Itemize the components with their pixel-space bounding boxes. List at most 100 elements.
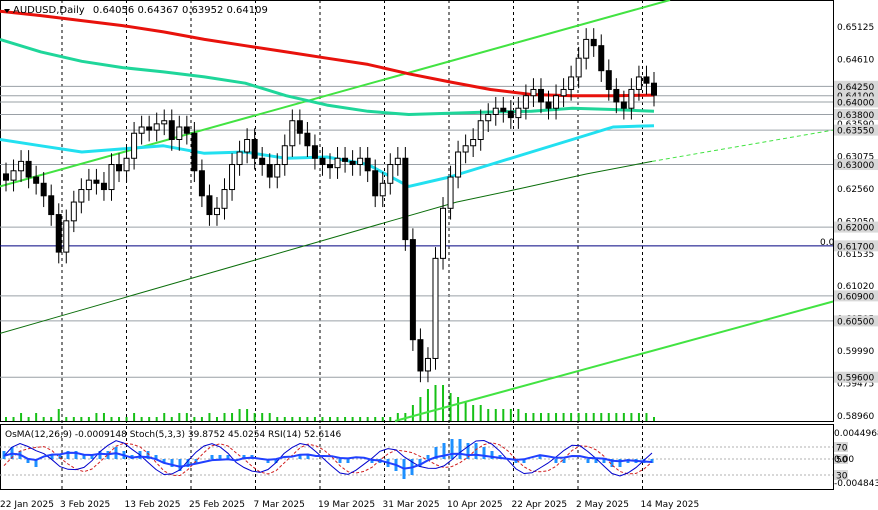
level-label-bg [834,221,878,233]
candle-body[interactable] [455,151,462,178]
candle-body[interactable] [628,88,635,109]
candle-body[interactable] [10,170,17,181]
candle-body[interactable] [100,182,107,191]
candle-body[interactable] [153,123,160,131]
candle-body[interactable] [560,88,567,97]
candle-body[interactable] [281,145,288,166]
candle-body[interactable] [93,179,100,184]
candle-body[interactable] [334,157,341,169]
candle-body[interactable] [620,101,627,109]
ma-seagreen-line [0,37,655,116]
candle-body[interactable] [25,160,32,178]
candle-body[interactable] [447,176,454,209]
candle-body[interactable] [394,157,401,166]
candle-body[interactable] [342,157,349,162]
candle-body[interactable] [553,95,560,109]
rsi-line [3,451,653,470]
candle-body[interactable] [33,176,40,184]
candle-body[interactable] [530,88,537,97]
candle-body[interactable] [651,82,657,96]
candle-body[interactable] [274,164,281,178]
candle-body[interactable] [168,120,175,140]
candle-body[interactable] [3,173,9,181]
candle-body[interactable] [191,132,198,172]
candle-body[interactable] [259,157,266,166]
candle-body[interactable] [372,170,379,197]
candle-body[interactable] [424,357,431,372]
price-tick-label: 0.61535 [837,250,874,260]
candle-body[interactable] [417,339,424,372]
candle-body[interactable] [55,214,62,253]
candle-body[interactable] [146,126,153,131]
candle-body[interactable] [545,101,552,109]
candle-body[interactable] [379,182,386,197]
candle-body[interactable] [176,126,183,140]
candle-body[interactable] [251,138,258,159]
candle-body[interactable] [605,70,612,90]
candle-body[interactable] [507,110,514,119]
candle-body[interactable] [515,107,522,119]
candle-body[interactable] [183,126,190,134]
candle-body[interactable] [327,164,333,169]
candle-body[interactable] [131,132,138,159]
candle-body[interactable] [244,138,251,153]
candle-body[interactable] [613,88,620,103]
candle-body[interactable] [85,179,92,191]
candle-body[interactable] [319,157,326,166]
time-axis: 22 Jan 2025 3 Feb 2025 13 Feb 2025 25 Feb 2… [0,500,699,510]
candle-body[interactable] [643,76,650,84]
candle-body[interactable] [590,38,597,47]
candle-body[interactable] [357,157,364,166]
indicator-level-bg [834,470,848,480]
candle-body[interactable] [349,160,356,166]
candle-body[interactable] [304,132,311,147]
candle-body[interactable] [500,107,507,112]
candle-body[interactable] [364,157,371,172]
indicator-level-bg [834,454,848,464]
candle-body[interactable] [568,76,575,90]
candle-body[interactable] [78,189,85,203]
candle-body[interactable] [402,157,409,241]
candle-body[interactable] [477,120,484,140]
candle-body[interactable] [537,88,544,103]
indicator-axis-label: 0.00 [834,455,854,465]
collapse-arrow-icon[interactable] [4,9,10,13]
candle-body[interactable] [116,164,123,172]
candle-body[interactable] [123,157,130,172]
candle-body[interactable] [206,195,213,216]
candle-body[interactable] [266,164,273,178]
candle-body[interactable] [236,151,243,166]
candle-body[interactable] [48,195,55,216]
candle-body[interactable] [598,45,605,72]
candle-body[interactable] [492,107,499,115]
candle-body[interactable] [387,164,394,184]
candle-body[interactable] [635,76,642,90]
candle-body[interactable] [108,164,115,191]
candle-body[interactable] [161,120,168,125]
candle-body[interactable] [440,207,447,259]
candle-body[interactable] [198,170,205,197]
candle-body[interactable] [63,220,70,253]
candle-body[interactable] [221,189,228,209]
candlesticks[interactable] [3,28,657,383]
candle-body[interactable] [289,120,296,147]
candle-body[interactable] [296,120,303,134]
candle-body[interactable] [470,138,477,147]
candle-body[interactable] [462,145,469,153]
candle-body[interactable] [70,201,77,222]
candle-body[interactable] [485,113,492,122]
candle-body[interactable] [583,38,590,59]
candle-body[interactable] [40,182,47,197]
price-tick-label: 0.59475 [837,379,874,389]
candle-body[interactable] [575,57,582,78]
candle-body[interactable] [432,257,439,359]
candle-body[interactable] [213,207,220,216]
candle-body[interactable] [311,145,318,159]
candle-body[interactable] [522,95,529,109]
main-frame [0,0,834,422]
candle-body[interactable] [138,126,145,134]
candle-body[interactable] [229,164,236,191]
candle-body[interactable] [18,160,25,172]
candle-body[interactable] [409,239,416,341]
